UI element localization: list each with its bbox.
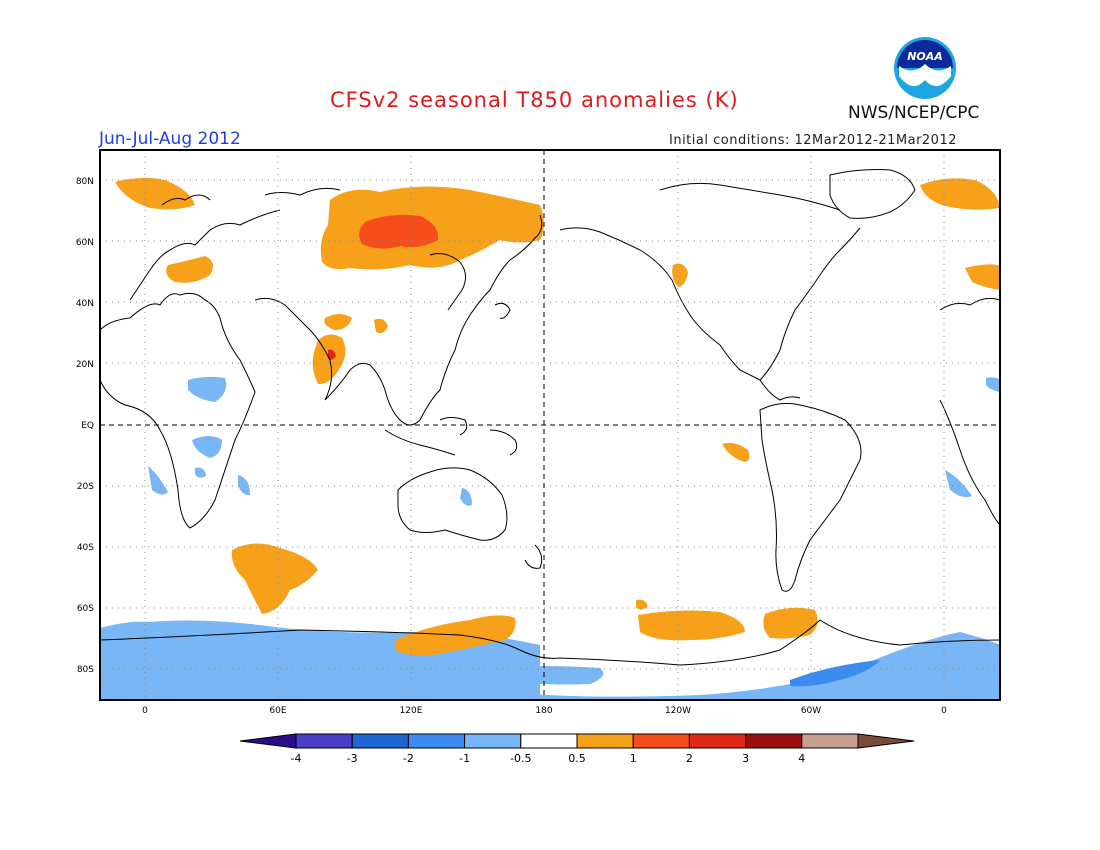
colorbar-bin-5: [520, 733, 578, 749]
positive-anomaly-west-na: [672, 263, 688, 287]
coastlines: [100, 169, 1000, 666]
lat-label-80n: 80N: [76, 177, 94, 187]
lon-label-0-right: 0: [941, 706, 947, 716]
negative-anomaly-sahel: [188, 376, 227, 402]
lon-label-0: 0: [142, 706, 148, 716]
anomaly-fields: [100, 177, 1000, 700]
colorbar-bin-0: [239, 733, 297, 749]
lat-label-40s: 40S: [77, 543, 94, 553]
positive-anomaly-east-europe-right: [965, 264, 1000, 290]
lon-labels: 0 60E 120E 180 120W 60W 0: [142, 706, 947, 716]
initial-conditions-label: Initial conditions: 12Mar2012-21Mar2012: [669, 133, 957, 148]
negative-anomaly-atlantic: [945, 470, 972, 498]
lat-label-eq: EQ: [81, 421, 94, 431]
positive-anomaly-greenland: [115, 177, 195, 210]
lat-label-60s: 60S: [77, 604, 94, 614]
colorbar-tick-label: -3: [347, 752, 358, 765]
colorbar-tick-label: -2: [403, 752, 414, 765]
positive-anomaly-siberia-core: [359, 214, 439, 249]
logo-text: NOAA: [907, 50, 943, 63]
positive-anomaly-peninsula: [763, 607, 818, 639]
negative-anomaly-ross: [500, 666, 604, 685]
colorbar-boxes: [239, 733, 915, 749]
colorbar-bin-7: [632, 733, 690, 749]
positive-anomaly-east-europe: [166, 256, 214, 283]
lat-label-20n: 20N: [76, 360, 94, 370]
colorbar-tick-label: -4: [291, 752, 302, 765]
colorbar-bin-6: [576, 733, 634, 749]
colorbar-bin-11: [857, 733, 915, 749]
lon-label-120e: 120E: [400, 706, 423, 716]
colorbar-bin-4: [464, 733, 522, 749]
lon-label-180: 180: [535, 706, 552, 716]
colorbar-tick-label: 0.5: [568, 752, 586, 765]
colorbar-tick-label: -1: [459, 752, 470, 765]
colorbar-tick-label: -0.5: [510, 752, 531, 765]
positive-anomaly-s-pacific-2: [636, 599, 648, 610]
graticule: [100, 150, 1000, 700]
lat-label-40n: 40N: [76, 299, 94, 309]
lon-label-60w: 60W: [801, 706, 821, 716]
negative-anomaly-madagascar: [238, 475, 250, 496]
lon-label-120w: 120W: [665, 706, 691, 716]
reference-lines: [100, 150, 1000, 700]
lat-label-80s: 80S: [77, 665, 94, 675]
colorbar-bin-8: [688, 733, 747, 749]
negative-anomaly-australia: [460, 488, 472, 506]
lat-label-20s: 20S: [77, 482, 94, 492]
colorbar-tick-label: 2: [686, 752, 693, 765]
positive-anomaly-e-pacific: [722, 442, 750, 462]
lat-labels: 80N 60N 40N 20N EQ 20S 40S 60S 80S: [76, 177, 94, 675]
positive-anomaly-india-core: [328, 349, 336, 360]
lat-label-60n: 60N: [76, 238, 94, 248]
positive-anomaly-s-australia: [395, 615, 516, 656]
agency-label: NWS/NCEP/CPC: [848, 103, 980, 123]
map-frame: [99, 149, 1001, 701]
colorbar-bin-2: [351, 733, 409, 749]
negative-anomaly-africa-left: [195, 467, 206, 478]
positive-anomaly-middle-east: [324, 314, 352, 330]
negative-anomaly-east-africa: [192, 436, 222, 458]
season-label: Jun-Jul-Aug 2012: [99, 129, 241, 149]
negative-anomaly-s-africa: [148, 466, 168, 495]
positive-anomaly-tibet: [374, 318, 388, 334]
negative-anomaly-antarctic-2: [100, 632, 1000, 700]
colorbar-tick-label: 4: [798, 752, 805, 765]
colorbar-bin-1: [295, 733, 353, 749]
colorbar-tick-labels: -4 -3 -2 -1 -0.5 0.5 1 2 3 4: [291, 752, 806, 765]
colorbar-tick-label: 1: [630, 752, 637, 765]
lon-label-60e: 60E: [269, 706, 286, 716]
positive-anomaly-s-indian-ocean: [231, 543, 318, 614]
noaa-logo: NOAA: [894, 37, 956, 99]
colorbar-bin-9: [745, 733, 803, 749]
negative-anomaly-w-africa-right: [986, 377, 1000, 392]
negative-anomaly-weddell-core: [790, 660, 880, 687]
positive-anomaly-s-pacific: [638, 610, 745, 641]
chart-title: CFSv2 seasonal T850 anomalies (K): [330, 88, 739, 112]
colorbar-bin-10: [801, 733, 859, 749]
positive-anomaly-greenland-right: [920, 178, 1000, 210]
colorbar-tick-label: 3: [742, 752, 749, 765]
colorbar-bin-3: [407, 733, 466, 749]
